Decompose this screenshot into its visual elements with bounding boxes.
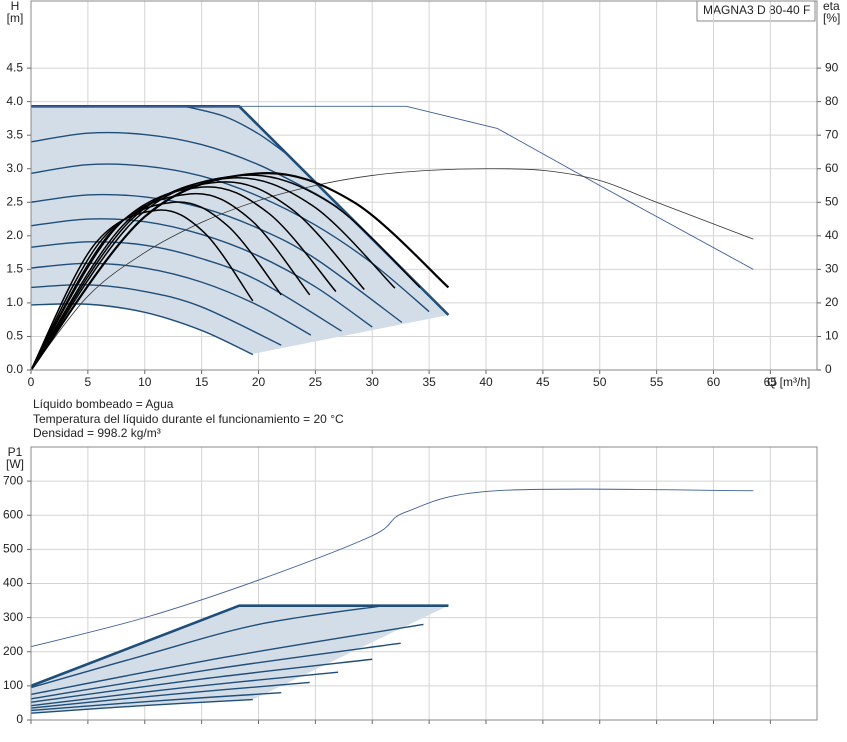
operating-area — [31, 106, 449, 354]
y-tick-label: 1.0 — [6, 295, 23, 309]
curve — [30, 671, 339, 707]
x-tick-label: 25 — [309, 375, 323, 389]
x-tick-label: 55 — [650, 375, 664, 389]
y-tick-label: 600 — [3, 507, 23, 521]
curve — [30, 681, 310, 709]
y2-tick-label: 40 — [825, 228, 839, 242]
y-tick-label: 400 — [3, 576, 23, 590]
note: Líquido bombeado = Agua — [33, 397, 174, 411]
y2-tick-label: 90 — [825, 60, 839, 74]
y-tick-label: 500 — [3, 542, 23, 556]
x-tick-label: 45 — [536, 375, 550, 389]
y2-tick-label: 30 — [825, 262, 839, 276]
curve — [30, 698, 253, 714]
x-tick-label: 40 — [479, 375, 493, 389]
x-tick-label: 50 — [593, 375, 607, 389]
x-tick-label: 20 — [252, 375, 266, 389]
x-tick-label: 65 — [764, 375, 778, 389]
y-tick-label: 4.5 — [6, 60, 23, 74]
y-axis-unit: [W] — [6, 457, 24, 471]
y-tick-label: 0.5 — [6, 329, 23, 343]
curve — [30, 642, 401, 700]
x-tick-label: 35 — [422, 375, 436, 389]
plot-frame — [30, 446, 818, 721]
curve — [30, 488, 754, 648]
curve — [30, 283, 282, 346]
x-tick-label: 5 — [85, 375, 92, 389]
x-tick-label: 60 — [707, 375, 721, 389]
efficiency-curve — [30, 186, 337, 371]
efficiency-curve — [30, 168, 754, 371]
y-axis-title: H — [11, 0, 20, 13]
y-tick-label: 1.5 — [6, 262, 23, 276]
y2-axis-title: eta — [823, 0, 840, 13]
y2-tick-label: 50 — [825, 194, 839, 208]
y-tick-label: 2.0 — [6, 228, 23, 242]
curve — [30, 218, 373, 328]
y-tick-label: 300 — [3, 610, 23, 624]
y-axis-unit: [m] — [7, 11, 24, 25]
efficiency-curve — [30, 172, 450, 371]
y2-tick-label: 10 — [825, 329, 839, 343]
y2-tick-label: 60 — [825, 161, 839, 175]
curve — [30, 658, 373, 703]
x-tick-label: 15 — [195, 375, 209, 389]
operating-area — [31, 605, 449, 714]
plot-frame — [30, 0, 818, 371]
curve — [184, 105, 290, 157]
curve — [30, 692, 282, 712]
x-tick-label: 10 — [138, 375, 152, 389]
y-tick-label: 3.0 — [6, 161, 23, 175]
curve — [30, 604, 449, 688]
model-label: MAGNA3 D 80-40 F — [703, 3, 810, 17]
curve — [30, 604, 384, 689]
y-tick-label: 2.5 — [6, 194, 23, 208]
curve — [31, 105, 754, 270]
y-tick-label: 700 — [3, 473, 23, 487]
y2-tick-label: 70 — [825, 127, 839, 141]
efficiency-curve — [30, 181, 365, 371]
y2-tick-label: 20 — [825, 295, 839, 309]
efficiency-curve — [30, 192, 311, 371]
x-tick-label: 0 — [28, 375, 35, 389]
curve — [30, 241, 342, 332]
y-tick-label: 0.0 — [6, 362, 23, 376]
x-axis-title: Q [m³/h] — [767, 375, 810, 389]
note: Temperatura del líquido durante el funci… — [33, 412, 344, 426]
note: Densidad = 998.2 kg/m³ — [33, 426, 161, 440]
y-tick-label: 0 — [16, 712, 23, 726]
x-tick-label: 30 — [366, 375, 380, 389]
y2-tick-label: 80 — [825, 94, 839, 108]
y-tick-label: 4.0 — [6, 94, 23, 108]
y-axis-title: P1 — [8, 445, 23, 459]
y-tick-label: 200 — [3, 644, 23, 658]
y2-axis-unit: [%] — [823, 11, 840, 25]
y-tick-label: 100 — [3, 678, 23, 692]
curve — [30, 262, 312, 336]
y-tick-label: 3.5 — [6, 127, 23, 141]
curve — [30, 623, 424, 696]
y2-tick-label: 0 — [825, 362, 832, 376]
curve — [30, 193, 403, 323]
